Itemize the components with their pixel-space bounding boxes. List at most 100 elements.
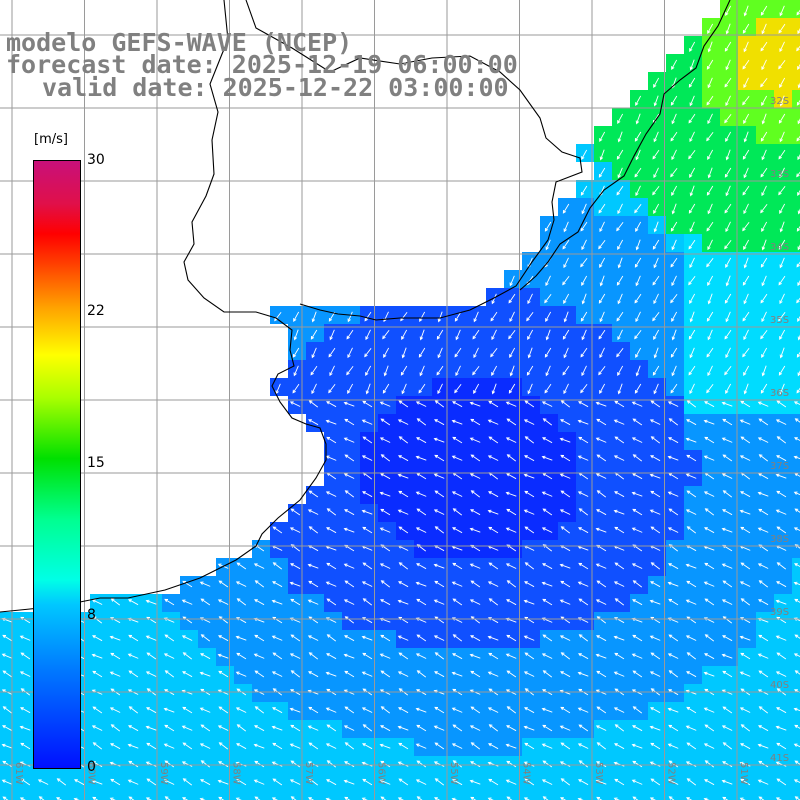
wind-arrow	[542, 437, 553, 444]
wind-arrow	[757, 527, 769, 533]
wind-arrow	[742, 95, 750, 106]
wind-arrow	[725, 185, 731, 197]
wind-arrow	[217, 725, 229, 731]
wind-arrow	[434, 490, 445, 498]
wind-arrow	[146, 742, 157, 750]
wind-arrow	[722, 490, 733, 498]
wind-arrow	[559, 437, 571, 443]
wind-arrow	[707, 167, 713, 179]
wind-arrow	[686, 706, 697, 714]
wind-arrow	[218, 761, 229, 768]
field-cell	[792, 342, 800, 360]
wind-arrow	[379, 401, 391, 407]
wind-arrow	[343, 473, 355, 479]
wind-arrow	[725, 23, 731, 35]
wind-arrow	[326, 562, 337, 570]
wind-arrow	[506, 418, 517, 426]
wind-arrow	[560, 419, 571, 426]
wind-arrow	[146, 652, 157, 660]
wind-arrow	[667, 581, 679, 587]
wind-arrow	[613, 509, 625, 515]
wind-arrow	[563, 383, 569, 395]
wind-arrow	[199, 707, 211, 713]
wind-arrow	[272, 526, 283, 534]
wind-arrow	[667, 743, 679, 749]
wind-arrow	[797, 334, 800, 341]
wind-arrow	[797, 189, 800, 196]
wind-arrow	[668, 508, 679, 516]
wind-arrow	[401, 383, 407, 395]
wind-arrow	[632, 634, 643, 642]
wind-arrow	[760, 203, 768, 214]
wind-arrow	[361, 707, 373, 713]
wind-arrow	[613, 581, 625, 587]
wind-arrow	[796, 99, 800, 106]
wind-arrow	[182, 778, 193, 786]
wind-arrow	[308, 652, 319, 660]
wind-arrow	[272, 778, 283, 786]
wind-arrow	[470, 796, 477, 800]
wind-arrow	[470, 635, 481, 642]
field-cell	[792, 234, 800, 252]
wind-arrow	[758, 473, 769, 480]
wind-arrow	[311, 311, 317, 323]
field-cell	[540, 792, 558, 800]
wind-arrow	[671, 311, 678, 322]
wind-arrow	[2, 760, 13, 768]
wind-arrow	[725, 95, 731, 107]
field-cell	[792, 54, 800, 72]
wind-arrow	[380, 670, 391, 678]
field-cell	[558, 792, 576, 800]
wind-arrow	[92, 742, 103, 750]
wind-arrow	[200, 598, 211, 606]
wind-arrow	[670, 257, 678, 268]
field-cell	[792, 162, 800, 180]
wind-arrow	[526, 311, 534, 322]
wind-arrow	[599, 275, 605, 287]
wind-arrow	[434, 778, 445, 786]
wind-arrow	[725, 59, 731, 71]
wind-arrow	[614, 652, 625, 660]
wind-arrow	[433, 473, 445, 479]
wind-arrow	[650, 581, 661, 588]
field-cell	[576, 792, 594, 800]
wind-arrow	[164, 670, 175, 678]
wind-arrow	[724, 77, 732, 88]
wind-arrow	[758, 454, 769, 462]
wind-arrow	[760, 5, 768, 16]
wind-arrow	[722, 418, 733, 426]
wind-arrow	[617, 131, 623, 143]
wind-arrow	[470, 490, 481, 498]
wind-arrow	[721, 779, 733, 785]
wind-arrow	[667, 455, 679, 461]
wind-arrow	[469, 599, 481, 605]
wind-arrow	[254, 670, 265, 678]
wind-arrow	[652, 365, 660, 376]
field-cell	[108, 792, 126, 800]
wind-arrow	[581, 239, 587, 251]
wind-arrow	[271, 761, 283, 767]
wind-arrow	[361, 419, 373, 425]
wind-arrow	[689, 293, 696, 304]
wind-arrow	[380, 760, 391, 768]
wind-arrow	[19, 725, 31, 731]
wind-arrow	[200, 779, 211, 786]
wind-arrow	[487, 581, 499, 587]
field-cell	[396, 792, 414, 800]
wind-arrow	[688, 239, 696, 250]
wind-arrow	[326, 527, 337, 534]
field-cell	[792, 648, 800, 666]
wind-arrow	[433, 635, 445, 641]
wind-arrow	[667, 779, 679, 785]
wind-arrow	[739, 509, 751, 515]
wind-arrow	[469, 527, 481, 533]
wind-arrow	[560, 652, 571, 660]
wind-arrow	[199, 743, 211, 749]
field-cell	[792, 306, 800, 324]
latitude-label: 32S	[770, 96, 789, 107]
wind-arrow	[473, 347, 479, 359]
latitude-label: 33S	[770, 169, 789, 180]
wind-arrow	[434, 400, 445, 408]
wind-arrow	[451, 743, 463, 749]
